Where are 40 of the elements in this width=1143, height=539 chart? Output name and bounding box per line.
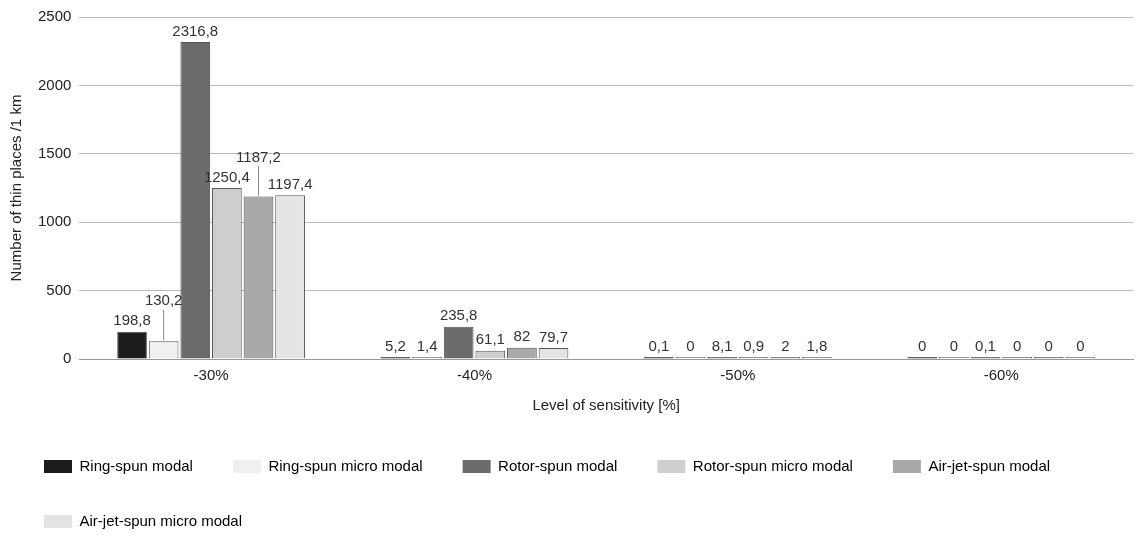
data-label: 0,1 — [975, 336, 996, 354]
x-tick-label: -30% — [193, 366, 229, 384]
y-tick-label: 2000 — [37, 75, 72, 93]
y-tick-label: 500 — [46, 280, 72, 298]
x-tick-label: -40% — [456, 366, 492, 384]
data-label: 0 — [918, 336, 927, 354]
data-label: 1,4 — [416, 336, 438, 354]
data-label: 79,7 — [538, 327, 569, 345]
data-label: 0,1 — [648, 336, 670, 354]
data-label: 0 — [686, 336, 695, 354]
data-label: 8,1 — [711, 336, 733, 354]
y-tick-label: 1000 — [37, 212, 72, 230]
data-label: 2 — [781, 336, 790, 354]
legend-label: Ring-spun modal — [79, 456, 193, 474]
x-tick-label: -60% — [983, 366, 1019, 384]
y-tick-label: 1500 — [37, 143, 72, 161]
data-label: 0 — [1044, 336, 1053, 354]
legend-label: Ring-spun micro modal — [268, 456, 423, 474]
data-label: 0,9 — [743, 336, 765, 354]
data-label: 1,8 — [806, 336, 828, 354]
y-axis-title: Number of thin places /1 km — [7, 94, 25, 282]
data-label: 5,2 — [385, 336, 406, 354]
legend-label: Air-jet-spun micro modal — [79, 511, 243, 529]
legend-label: Air-jet-spun modal — [928, 456, 1051, 474]
x-axis-title: Level of sensitivity [%] — [532, 396, 680, 414]
data-label: 61,1 — [475, 330, 505, 348]
y-tick-label: 0 — [63, 349, 72, 367]
data-label: 0 — [949, 336, 959, 354]
data-label: 82 — [513, 327, 531, 345]
data-label: 0 — [1076, 336, 1085, 354]
legend-label: Rotor-spun micro modal — [692, 456, 853, 474]
x-tick-label: -50% — [720, 366, 756, 384]
data-label: 1187,2 — [236, 147, 281, 165]
data-label: 0 — [1012, 336, 1022, 354]
data-label: 235,8 — [439, 306, 478, 324]
data-label: 198,8 — [113, 311, 151, 329]
data-label: 2316,8 — [172, 21, 219, 39]
data-label: 1197,4 — [267, 174, 313, 192]
legend-label: Rotor-spun modal — [498, 456, 618, 474]
y-tick-label: 2500 — [37, 7, 72, 25]
